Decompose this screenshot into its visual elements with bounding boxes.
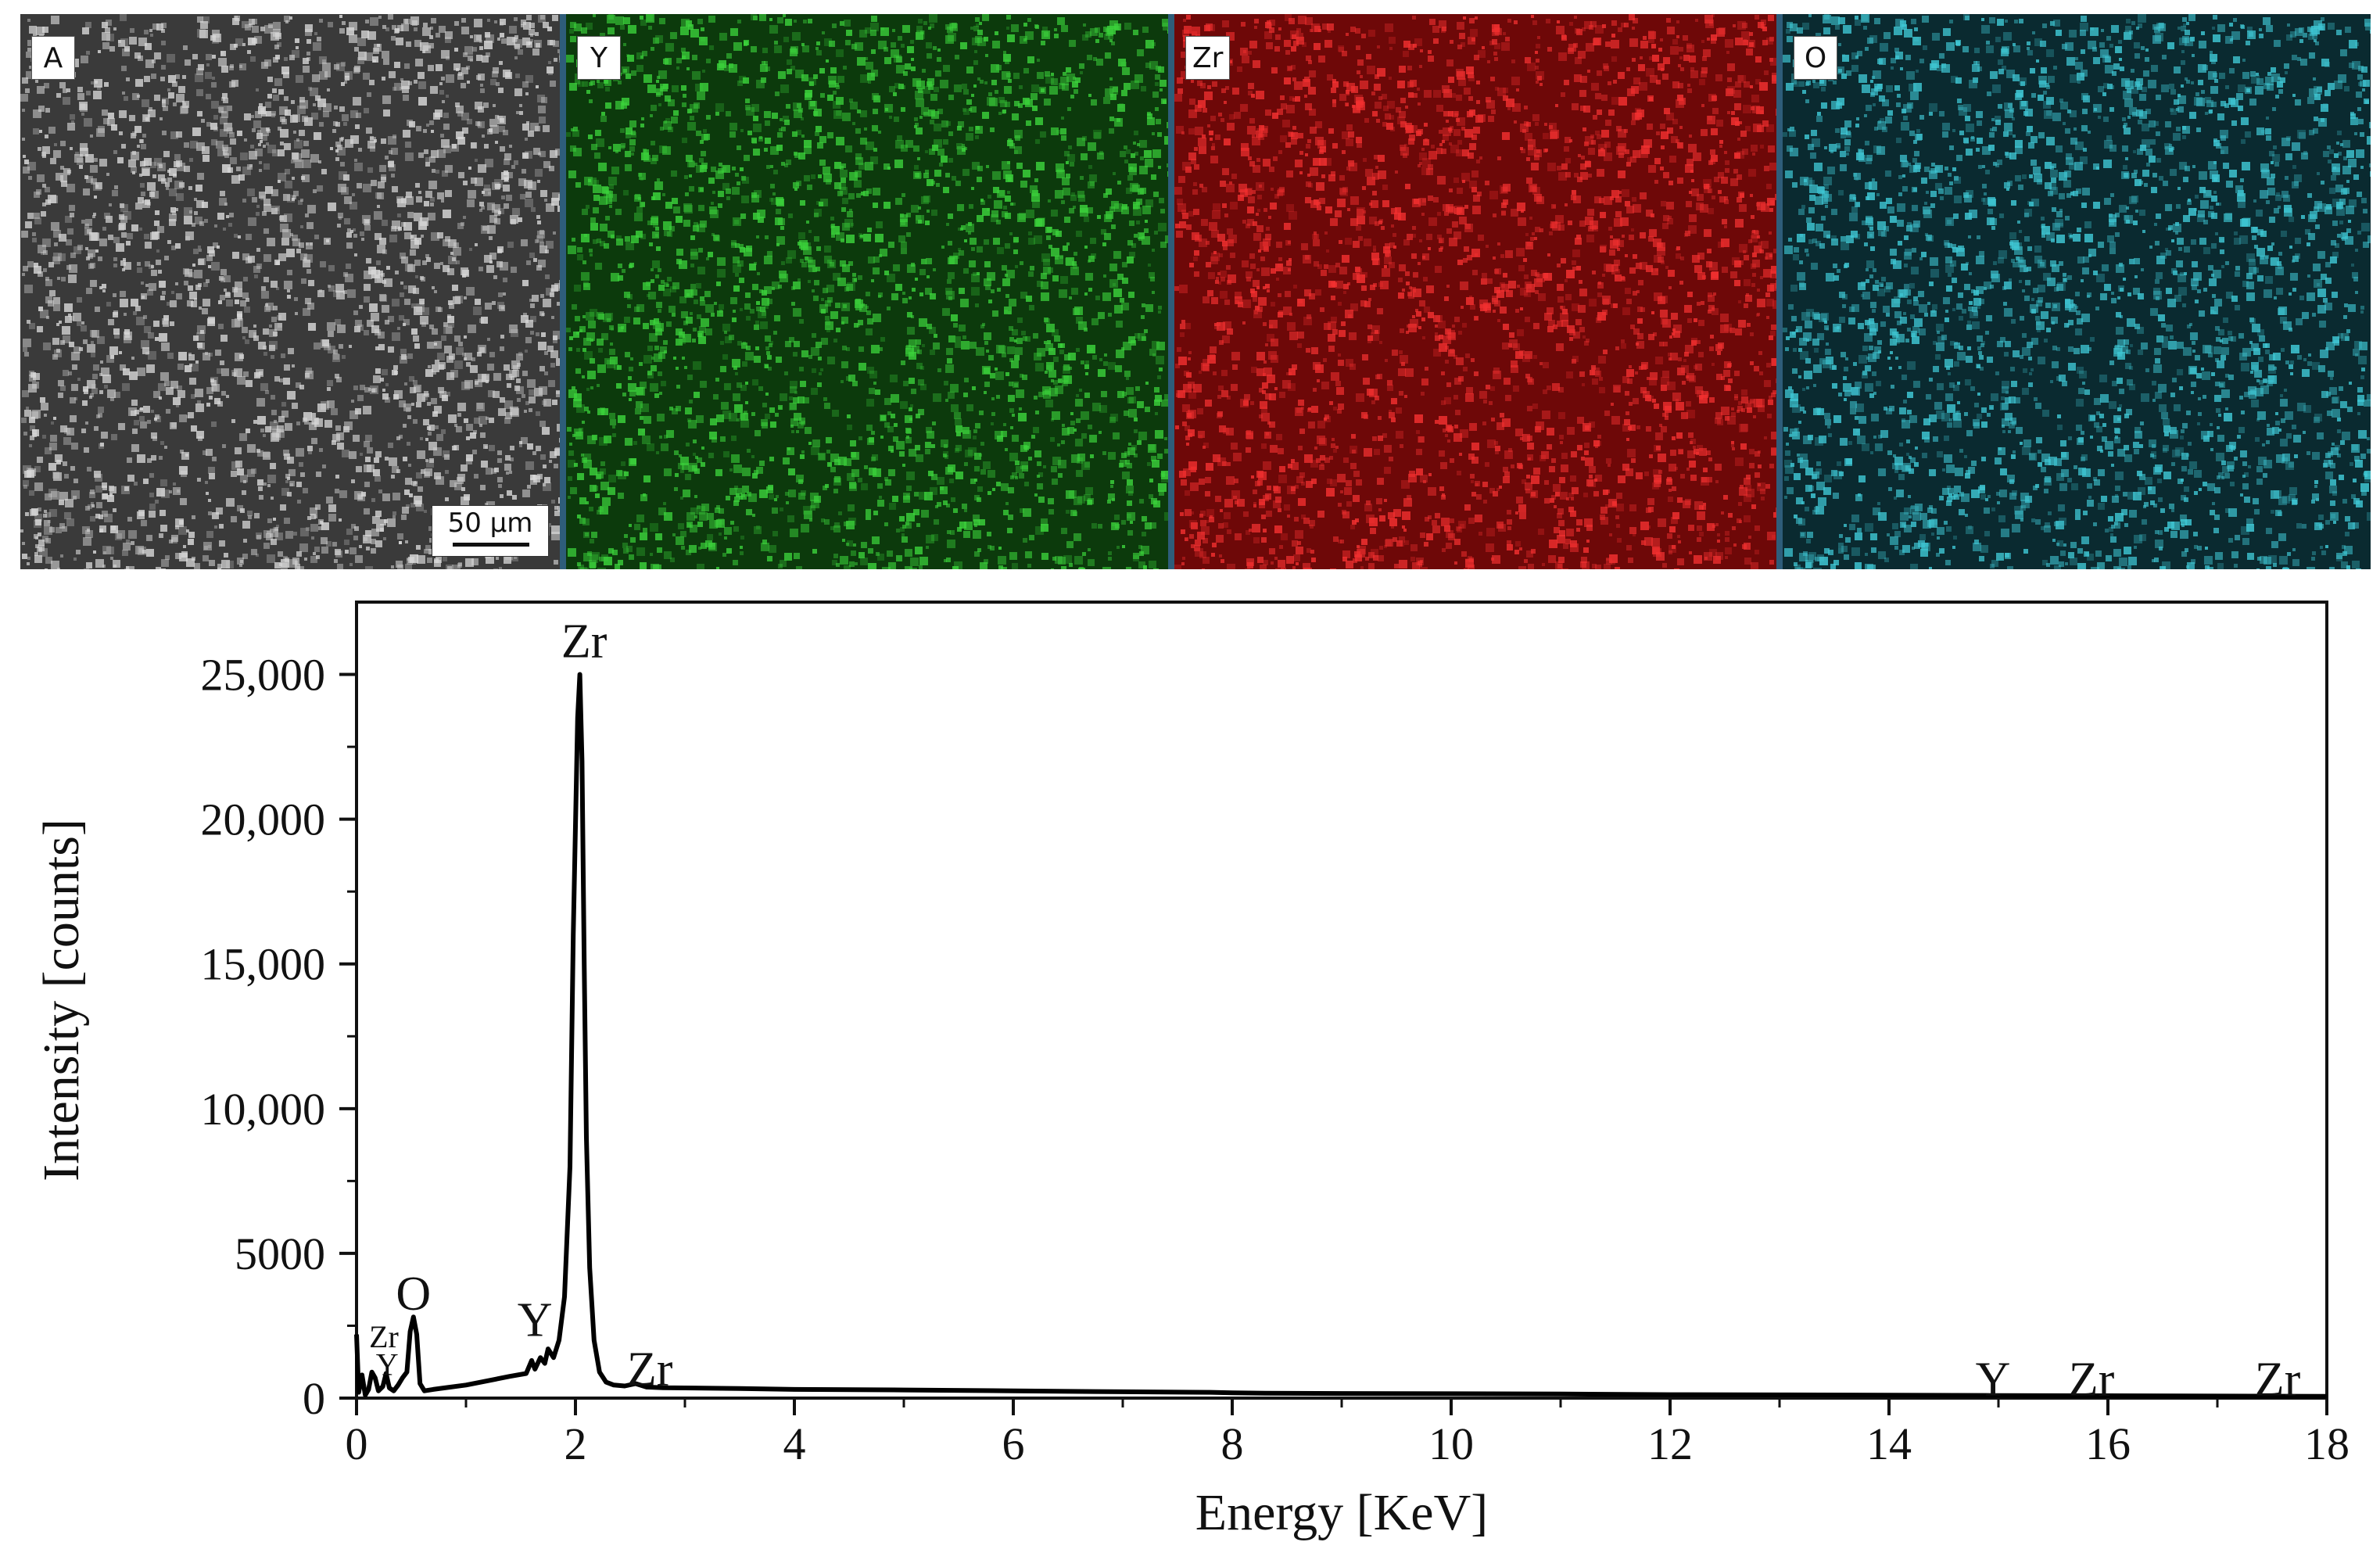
x-tick-label: 16 — [2085, 1418, 2131, 1469]
zirconium-map-texture — [1174, 14, 1776, 569]
panel-label-a: A — [31, 36, 75, 80]
panel-label-zr: Zr — [1185, 36, 1231, 80]
panel-separator — [560, 14, 566, 569]
peak-label: Zr — [369, 1319, 399, 1354]
zirconium-map-panel: Zr — [1174, 14, 1776, 569]
x-tick-label: 2 — [565, 1418, 587, 1469]
peak-label: O — [396, 1268, 431, 1321]
x-tick-label: 10 — [1428, 1418, 1474, 1469]
plot-frame — [355, 601, 2328, 1400]
x-tick-label: 0 — [346, 1418, 368, 1469]
scale-bar: 50 µm — [432, 505, 549, 557]
y-tick-label: 10,000 — [201, 1084, 326, 1135]
y-axis-title: Intensity [counts] — [33, 819, 90, 1182]
peak-label: Y — [1976, 1353, 2011, 1406]
sem-image-panel: A 50 µm — [20, 14, 560, 569]
x-tick-label: 6 — [1002, 1418, 1025, 1469]
scale-bar-text: 50 µm — [447, 507, 533, 539]
x-axis-ticks: 0 2 4 6 8 10 12 14 16 18 — [346, 1398, 2350, 1469]
y-tick-label: 0 — [303, 1373, 325, 1424]
panel-label-y: Y — [577, 36, 621, 80]
yttrium-map-panel: Y — [566, 14, 1168, 569]
y-tick-label: 15,000 — [201, 939, 326, 990]
peak-label: Zr — [561, 615, 608, 668]
x-tick-label: 4 — [783, 1418, 806, 1469]
x-tick-label: 12 — [1647, 1418, 1693, 1469]
x-tick-label: 8 — [1221, 1418, 1244, 1469]
y-tick-label: 20,000 — [201, 794, 326, 845]
x-axis-title: Energy [KeV] — [1195, 1484, 1488, 1541]
spectrum-line — [354, 672, 2328, 1399]
y-tick-label: 5000 — [235, 1228, 325, 1279]
peak-label: Zr — [2255, 1353, 2301, 1406]
peak-label: Zr — [627, 1343, 673, 1396]
y-axis-ticks: 0 5000 10,000 15,000 20,000 25,000 — [201, 650, 357, 1424]
peak-label: Y — [518, 1293, 553, 1346]
scale-bar-line — [453, 543, 529, 547]
panel-label-o: O — [1794, 36, 1837, 80]
peak-label: Zr — [2069, 1353, 2115, 1406]
x-tick-label: 14 — [1866, 1418, 1912, 1469]
x-tick-label: 18 — [2304, 1418, 2350, 1469]
oxygen-map-panel: O — [1783, 14, 2371, 569]
oxygen-map-texture — [1783, 14, 2371, 569]
yttrium-map-texture — [566, 14, 1168, 569]
eds-spectrum-chart: 0 5000 10,000 15,000 20,000 25,000 0 2 4 6 8 10 12 1… — [0, 579, 2380, 1567]
y-tick-label: 25,000 — [201, 650, 326, 701]
spectrum-plot: 0 5000 10,000 15,000 20,000 25,000 0 2 4 6 8 10 12 1… — [33, 601, 2350, 1541]
panel-separator — [1776, 14, 1783, 569]
sem-texture — [20, 14, 560, 569]
peak-label: Y — [376, 1346, 399, 1382]
eds-map-strip: A 50 µm Y Zr O — [0, 0, 2380, 579]
panel-separator — [1168, 14, 1174, 569]
